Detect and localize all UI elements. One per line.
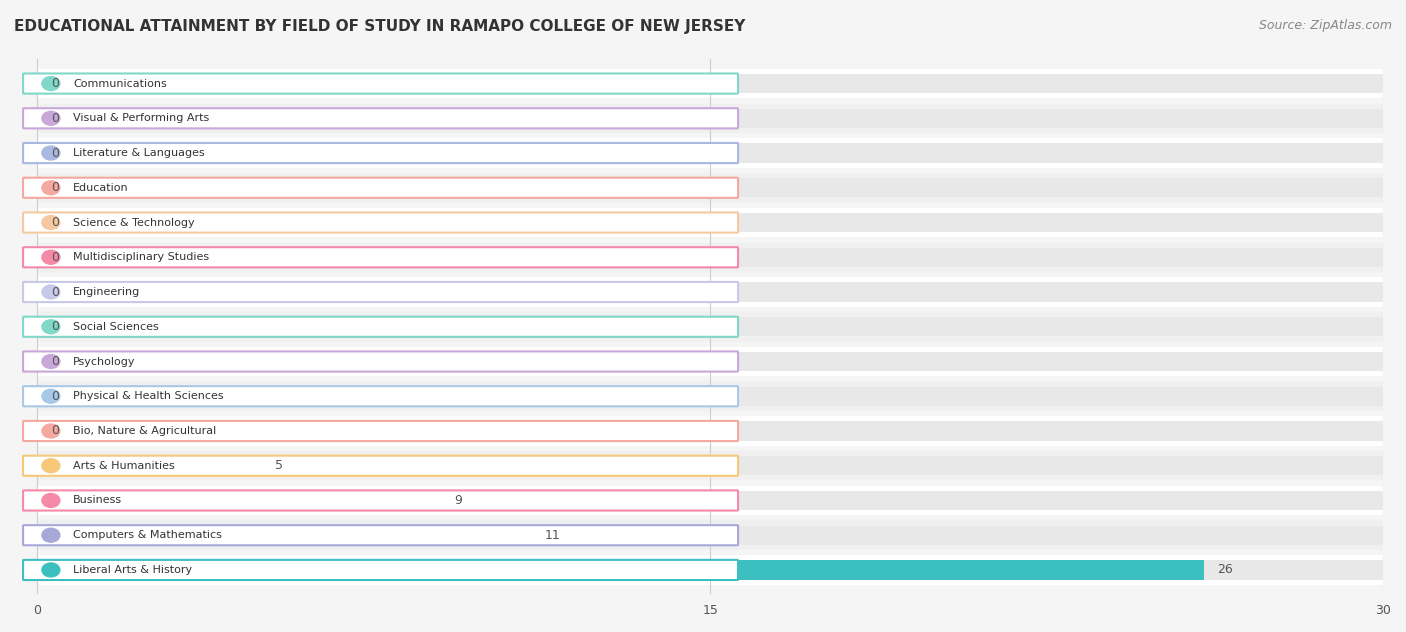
Text: 0: 0 xyxy=(51,181,59,194)
Bar xyxy=(38,74,1384,93)
Bar xyxy=(38,173,1384,202)
Text: Communications: Communications xyxy=(73,78,167,88)
Bar xyxy=(38,143,1384,162)
Bar xyxy=(38,347,1384,376)
Text: Source: ZipAtlas.com: Source: ZipAtlas.com xyxy=(1258,19,1392,32)
Text: Psychology: Psychology xyxy=(73,356,136,367)
Text: 0: 0 xyxy=(51,320,59,333)
Bar xyxy=(38,138,1384,168)
Text: 0: 0 xyxy=(51,286,59,298)
Bar xyxy=(38,382,1384,411)
Bar xyxy=(38,491,441,510)
FancyBboxPatch shape xyxy=(22,73,738,94)
Circle shape xyxy=(42,146,60,160)
Bar xyxy=(38,387,1384,406)
Bar xyxy=(38,69,1384,99)
Circle shape xyxy=(42,494,60,507)
Bar xyxy=(38,422,1384,441)
FancyBboxPatch shape xyxy=(22,386,738,406)
Bar xyxy=(38,317,1384,336)
Bar xyxy=(38,208,1384,237)
Text: 0: 0 xyxy=(51,425,59,437)
Bar xyxy=(38,561,1204,580)
Text: Business: Business xyxy=(73,495,122,506)
Bar xyxy=(38,555,1384,585)
Bar xyxy=(38,312,1384,341)
FancyBboxPatch shape xyxy=(22,143,738,163)
Text: Physical & Health Sciences: Physical & Health Sciences xyxy=(73,391,224,401)
Text: 0: 0 xyxy=(51,77,59,90)
Bar xyxy=(38,456,1384,475)
FancyBboxPatch shape xyxy=(22,490,738,511)
Bar xyxy=(38,283,1384,301)
FancyBboxPatch shape xyxy=(22,456,738,476)
Bar xyxy=(38,491,1384,510)
Bar xyxy=(38,104,1384,133)
Text: Computers & Mathematics: Computers & Mathematics xyxy=(73,530,222,540)
Circle shape xyxy=(42,528,60,542)
FancyBboxPatch shape xyxy=(22,178,738,198)
Text: 26: 26 xyxy=(1218,564,1233,576)
Bar xyxy=(38,248,1384,267)
Text: 0: 0 xyxy=(51,251,59,264)
FancyBboxPatch shape xyxy=(22,421,738,441)
Text: Bio, Nature & Agricultural: Bio, Nature & Agricultural xyxy=(73,426,217,436)
Text: Science & Technology: Science & Technology xyxy=(73,217,195,228)
Bar xyxy=(38,416,1384,446)
Bar xyxy=(38,451,1384,480)
Bar xyxy=(38,352,1384,371)
Bar xyxy=(38,486,1384,515)
Circle shape xyxy=(42,76,60,90)
Text: Visual & Performing Arts: Visual & Performing Arts xyxy=(73,113,209,123)
Bar xyxy=(38,456,262,475)
FancyBboxPatch shape xyxy=(22,212,738,233)
Circle shape xyxy=(42,181,60,195)
Circle shape xyxy=(42,459,60,473)
Bar xyxy=(38,109,1384,128)
Text: Literature & Languages: Literature & Languages xyxy=(73,148,205,158)
FancyBboxPatch shape xyxy=(22,560,738,580)
Text: Education: Education xyxy=(73,183,129,193)
Circle shape xyxy=(42,355,60,368)
Text: 11: 11 xyxy=(544,529,560,542)
Text: Arts & Humanities: Arts & Humanities xyxy=(73,461,176,471)
Circle shape xyxy=(42,563,60,577)
Bar xyxy=(38,213,1384,232)
FancyBboxPatch shape xyxy=(22,317,738,337)
FancyBboxPatch shape xyxy=(22,247,738,267)
FancyBboxPatch shape xyxy=(22,351,738,372)
Circle shape xyxy=(42,216,60,229)
Text: 0: 0 xyxy=(51,147,59,159)
Text: 0: 0 xyxy=(51,390,59,403)
Text: Social Sciences: Social Sciences xyxy=(73,322,159,332)
Circle shape xyxy=(42,111,60,125)
Text: 0: 0 xyxy=(51,112,59,125)
Circle shape xyxy=(42,320,60,334)
Text: 0: 0 xyxy=(51,355,59,368)
Bar xyxy=(38,243,1384,272)
FancyBboxPatch shape xyxy=(22,108,738,128)
Bar xyxy=(38,178,1384,197)
Text: Liberal Arts & History: Liberal Arts & History xyxy=(73,565,193,575)
Circle shape xyxy=(42,424,60,438)
Bar xyxy=(38,526,531,545)
Text: Multidisciplinary Studies: Multidisciplinary Studies xyxy=(73,252,209,262)
Circle shape xyxy=(42,285,60,299)
Bar xyxy=(38,526,1384,545)
Text: EDUCATIONAL ATTAINMENT BY FIELD OF STUDY IN RAMAPO COLLEGE OF NEW JERSEY: EDUCATIONAL ATTAINMENT BY FIELD OF STUDY… xyxy=(14,19,745,34)
Text: 0: 0 xyxy=(51,216,59,229)
Bar xyxy=(38,561,1384,580)
Bar xyxy=(38,277,1384,307)
FancyBboxPatch shape xyxy=(22,525,738,545)
FancyBboxPatch shape xyxy=(22,282,738,302)
Text: Engineering: Engineering xyxy=(73,287,141,297)
Bar xyxy=(38,520,1384,550)
Text: 9: 9 xyxy=(454,494,463,507)
Circle shape xyxy=(42,389,60,403)
Text: 5: 5 xyxy=(276,459,283,472)
Circle shape xyxy=(42,250,60,264)
